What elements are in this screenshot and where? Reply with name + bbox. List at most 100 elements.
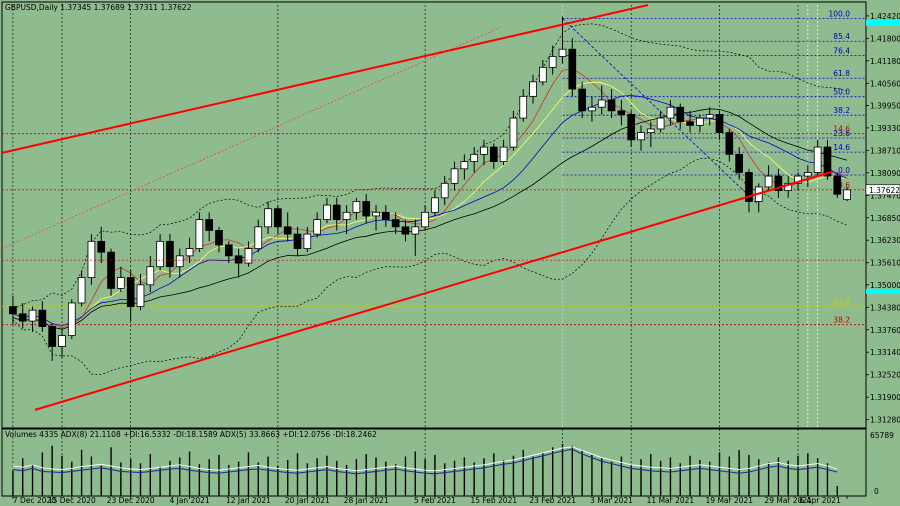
candle-body	[205, 219, 214, 231]
candle-body	[745, 172, 753, 202]
y-tick-label: 1.37470	[870, 191, 900, 200]
candle-body	[450, 168, 459, 184]
y-tick-label: 1.31900	[870, 393, 900, 402]
volume-max-label: 65789	[870, 431, 894, 440]
candle-body	[166, 240, 174, 268]
x-tick-label: 3 Mar 2021	[590, 496, 633, 505]
candle-body	[588, 106, 596, 112]
candle-body	[28, 309, 37, 322]
candle-body	[519, 95, 528, 119]
fib-level-label: 38.2	[833, 316, 850, 325]
candle-body	[38, 309, 47, 327]
candle-body	[411, 226, 420, 235]
candle-body	[460, 161, 469, 170]
candle-body	[470, 153, 478, 162]
x-tick-label: 23 Feb 2021	[529, 496, 576, 505]
bollinger-upper	[12, 23, 848, 309]
candle-body	[548, 56, 557, 68]
candle-body	[224, 244, 233, 257]
candle-body	[686, 121, 694, 126]
y-tick-label: 1.31280	[870, 416, 900, 425]
candle-body	[804, 172, 812, 177]
candle-body	[676, 106, 685, 123]
candle-body	[67, 302, 76, 336]
candle-body	[499, 146, 508, 162]
y-tick-label: 1.38090	[870, 169, 900, 178]
candle-body	[117, 277, 125, 289]
candle-body	[774, 175, 783, 191]
candle-body	[175, 255, 184, 268]
y-tick-label: 1.35000	[870, 281, 900, 290]
candle-body	[234, 255, 243, 264]
candle-body	[656, 117, 665, 130]
x-tick-label: 6 Apr 2021	[799, 496, 841, 505]
x-tick-label: 15 Dec 2020	[48, 496, 96, 505]
fib-level-label: 61.8	[833, 298, 850, 307]
candle-body	[332, 204, 341, 220]
fib-level-label: 85.4	[833, 32, 850, 41]
ma-long-line	[12, 108, 848, 330]
candle-body	[323, 204, 331, 220]
candle-body	[215, 230, 223, 246]
candle-body	[431, 197, 439, 213]
y-tick-label: 1.32520	[870, 371, 900, 380]
candle-body	[627, 114, 636, 141]
candle-body	[313, 219, 321, 235]
candle-body	[784, 182, 793, 191]
candle-body	[440, 182, 449, 199]
candle-body	[136, 284, 145, 307]
candle-body	[107, 251, 115, 289]
candle-body	[401, 226, 410, 235]
candle-body	[352, 201, 361, 213]
x-tick-label: 7 Dec 2020	[13, 496, 56, 505]
candle-body	[342, 211, 351, 220]
y-tick-label: 1.41800	[870, 34, 900, 43]
x-tick-label: 20 Jan 2021	[285, 496, 330, 505]
candle-body	[823, 146, 832, 177]
current-price-label: 1.37622	[869, 186, 900, 195]
candle-body	[195, 219, 204, 249]
candle-body	[666, 106, 675, 119]
current-price-box	[865, 184, 900, 196]
candle-body	[18, 313, 27, 322]
candle-body	[735, 153, 743, 173]
y-tick-label: 1.41180	[870, 57, 900, 66]
price-panel-frame	[1, 1, 867, 429]
x-tick-label: 28 Jan 2021	[344, 496, 389, 505]
adx-main-line	[12, 446, 838, 472]
candle-body	[274, 208, 282, 228]
x-tick-label: 29 Mar 2021	[764, 496, 812, 505]
candle-body	[244, 248, 253, 264]
y-tick-label: 1.36850	[870, 214, 900, 223]
y-tick-label: 1.38710	[870, 146, 900, 155]
candle-body	[185, 248, 194, 257]
axis-highlight	[866, 288, 900, 294]
candle-body	[529, 81, 537, 97]
candle-body	[715, 114, 724, 133]
candle-body	[813, 146, 822, 173]
candle-body	[382, 211, 390, 220]
candle-body	[391, 219, 400, 228]
candle-body	[637, 132, 645, 141]
y-tick-label: 1.39330	[870, 124, 900, 133]
candle-body	[489, 146, 498, 162]
candle-body	[705, 114, 714, 119]
volume-min-label: 0	[874, 487, 879, 496]
candle-body	[480, 146, 488, 155]
candle-body	[303, 233, 312, 249]
fib-level-label: 14.6	[833, 125, 850, 134]
y-tick-label: 1.35610	[870, 259, 900, 268]
candle-body	[794, 175, 802, 184]
candle-body	[725, 132, 734, 155]
candle-body	[283, 226, 292, 235]
x-tick-label: 5 Feb 2021	[414, 496, 456, 505]
x-tick-label: 15 Feb 2021	[470, 496, 517, 505]
candle-body	[254, 226, 263, 249]
candle-body	[843, 189, 851, 201]
axis-highlight	[866, 19, 900, 26]
indicator-title: Volumes 4335 ADX(8) 21.1108 +DI:16.5332 …	[5, 430, 377, 439]
candle-body	[597, 99, 606, 108]
y-tick-label: 1.42420	[870, 12, 900, 21]
y-tick-label: 1.33760	[870, 326, 900, 335]
